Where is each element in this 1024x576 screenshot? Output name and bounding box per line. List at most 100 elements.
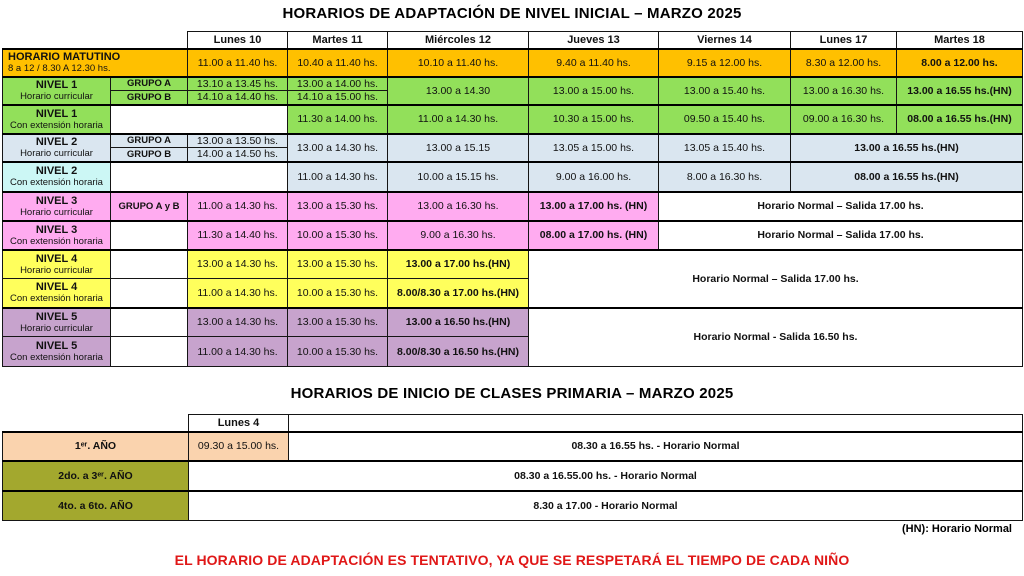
adaptacion-title: HORARIOS DE ADAPTACIÓN DE NIVEL INICIAL … <box>282 5 742 22</box>
nivel2-ext-label-main: NIVEL 2 <box>35 165 78 177</box>
nivel3-ext-row: NIVEL 3 Con extensión horaria 11.30 a 14… <box>2 219 1023 250</box>
nivel5-empty <box>110 306 188 337</box>
nivel3-label-sub: Horario curricular <box>20 206 93 218</box>
nivel3-ext-jueves13: 08.00 a 17.00 hs. (HN) <box>528 219 659 250</box>
primaria-2do3er-row: 2do. a 3ᵉʳ. AÑO 08.30 a 16.55.00 hs. - H… <box>2 459 1023 491</box>
primaria-4to6to-row: 4to. a 6to. AÑO 8.30 a 17.00 - Horario N… <box>2 489 1023 521</box>
primaria-4to6to-horario: 8.30 a 17.00 - Horario Normal <box>188 489 1023 521</box>
tentativo-note: EL HORARIO DE ADAPTACIÓN ES TENTATIVO, Y… <box>174 552 850 568</box>
nivel1-grupoB-martes11: 14.10 a 15.00 hs. <box>287 90 388 105</box>
nivel1-viernes14: 13.00 a 15.40 hs. <box>658 75 791 105</box>
hn-legend: (HN): Horario Normal <box>901 523 1012 535</box>
nivel2-grupoB-label: GRUPO B <box>110 147 188 162</box>
nivel5-martes11: 13.00 a 15.30 hs. <box>287 306 388 337</box>
primaria-1er-label: 1ᵉʳ. AÑO <box>2 430 189 461</box>
nivel2-ext-jueves13: 9.00 a 16.00 hs. <box>528 160 659 192</box>
nivel3-ext-empty <box>110 219 188 250</box>
nivel1-ext-martes11: 11.30 a 14.00 hs. <box>287 103 388 134</box>
matutino-label-sub: 8 a 12 / 8.30 A 12.30 hs. <box>8 63 111 74</box>
nivel4-horario-normal: Horario Normal – Salida 17.00 hs. <box>528 248 1023 308</box>
nivel3-martes11: 13.00 a 15.30 hs. <box>287 190 388 221</box>
matutino-martes18: 8.00 a 12.00 hs. <box>896 47 1023 77</box>
nivel3-ext-horario-normal: Horario Normal – Salida 17.00 hs. <box>658 219 1023 250</box>
nivel2-ext-label: NIVEL 2 Con extensión horaria <box>2 160 111 192</box>
day-header-martes11: Martes 11 <box>287 31 388 49</box>
primaria-header-spacer <box>3 415 189 432</box>
nivel1-grupoA-lunes10: 13.10 a 13.45 hs. <box>187 75 288 91</box>
primaria-title: HORARIOS DE INICIO DE CLASES PRIMARIA – … <box>290 385 734 402</box>
matutino-lunes10: 11.00 a 11.40 hs. <box>187 47 288 77</box>
nivel3-label: NIVEL 3 Horario curricular <box>2 190 111 221</box>
nivel3-label-main: NIVEL 3 <box>35 194 78 207</box>
nivel4-ext-label-main: NIVEL 4 <box>35 281 78 294</box>
nivel4-ext-martes11: 10.00 a 15.30 hs. <box>287 278 388 308</box>
nivel1-jueves13: 13.00 a 15.00 hs. <box>528 75 659 105</box>
matutino-label: HORARIO MATUTINO 8 a 12 / 8.30 A 12.30 h… <box>2 47 188 77</box>
nivel3-jueves13: 13.00 a 17.00 hs. (HN) <box>528 190 659 221</box>
primaria-2do3er-label: 2do. a 3ᵉʳ. AÑO <box>2 459 189 491</box>
nivel5-ext-miercoles12: 8.00/8.30 a 16.50 hs.(HN) <box>387 336 529 367</box>
nivel4-label: NIVEL 4 Horario curricular <box>2 248 111 279</box>
matutino-lunes17: 8.30 a 12.00 hs. <box>790 47 897 77</box>
nivel2-label-main: NIVEL 2 <box>35 136 78 148</box>
nivel3-row: NIVEL 3 Horario curricular GRUPO A y B 1… <box>2 190 1023 221</box>
nivel3-ext-lunes10: 11.30 a 14.40 hs. <box>187 219 288 250</box>
nivel1-lunes17: 13.00 a 16.30 hs. <box>790 75 897 105</box>
nivel1-ext-martes18: 08.00 a 16.55 hs.(HN) <box>896 103 1023 134</box>
nivel1-ext-label-main: NIVEL 1 <box>35 107 78 120</box>
nivel2-jueves13: 13.05 a 15.00 hs. <box>528 132 659 162</box>
nivel5-row: NIVEL 5 Horario curricular 13.00 a 14.30… <box>2 306 1023 367</box>
nivel1-martes18: 13.00 a 16.55 hs.(HN) <box>896 75 1023 105</box>
nivel2-grupoB-lunes10: 14.00 a 14.50 hs. <box>187 147 288 162</box>
nivel3-grupo-label: GRUPO A y B <box>110 190 188 221</box>
nivel1-ext-lunes17: 09.00 a 16.30 hs. <box>790 103 897 134</box>
nivel4-ext-row: NIVEL 4 Con extensión horaria 11.00 a 14… <box>2 278 1023 308</box>
nivel2-grupoA-lunes10: 13.00 a 13.50 hs. <box>187 132 288 148</box>
matutino-row: HORARIO MATUTINO 8 a 12 / 8.30 A 12.30 h… <box>2 47 1023 77</box>
primaria-4to6to-label: 4to. a 6to. AÑO <box>2 489 189 521</box>
nivel5-horario-normal: Horario Normal - Salida 16.50 hs. <box>528 306 1023 367</box>
primaria-1er-row: 1ᵉʳ. AÑO 09.30 a 15.00 hs. 08.30 a 16.55… <box>2 430 1023 461</box>
nivel1-grupoB-lunes10: 14.10 a 14.40 hs. <box>187 90 288 105</box>
nivel1-ext-miercoles12: 11.00 a 14.30 hs. <box>387 103 529 134</box>
matutino-viernes14: 9.15 a 12.00 hs. <box>658 47 791 77</box>
nivel1-ext-empty <box>110 103 288 134</box>
nivel1-ext-row: NIVEL 1 Con extensión horaria 11.30 a 14… <box>2 103 1023 134</box>
day-header-martes18: Martes 18 <box>896 31 1023 49</box>
nivel1-ext-jueves13: 10.30 a 15.00 hs. <box>528 103 659 134</box>
matutino-miercoles12: 10.10 a 11.40 hs. <box>387 47 529 77</box>
nivel2-lunes17-martes18: 13.00 a 16.55 hs.(HN) <box>790 132 1023 162</box>
nivel5-ext-label: NIVEL 5 Con extensión horaria <box>2 336 111 367</box>
nivel1-grupoA-row: NIVEL 1 Horario curricular GRUPO A 13.10… <box>2 75 1023 105</box>
nivel5-label-main: NIVEL 5 <box>35 310 78 323</box>
day-header-lunes17: Lunes 17 <box>790 31 897 49</box>
nivel1-ext-label: NIVEL 1 Con extensión horaria <box>2 103 111 134</box>
nivel5-miercoles12: 13.00 a 16.50 hs.(HN) <box>387 306 529 337</box>
matutino-jueves13: 9.40 a 11.40 hs. <box>528 47 659 77</box>
nivel4-label-main: NIVEL 4 <box>35 252 78 265</box>
nivel1-grupoB-label: GRUPO B <box>110 90 188 105</box>
nivel2-viernes14: 13.05 a 15.40 hs. <box>658 132 791 162</box>
nivel4-row: NIVEL 4 Horario curricular 13.00 a 14.30… <box>2 248 1023 308</box>
adaptacion-table: Lunes 10 Martes 11 Miércoles 12 Jueves 1… <box>2 31 1023 367</box>
nivel5-ext-label-sub: Con extensión horaria <box>10 352 103 363</box>
nivel2-miercoles12: 13.00 a 15.15 <box>387 132 529 162</box>
nivel2-label: NIVEL 2 Horario curricular <box>2 132 111 162</box>
nivel3-ext-label-sub: Con extensión horaria <box>10 235 103 247</box>
nivel4-ext-miercoles12: 8.00/8.30 a 17.00 hs.(HN) <box>387 278 529 308</box>
nivel3-ext-label: NIVEL 3 Con extensión horaria <box>2 219 111 250</box>
nivel4-miercoles12: 13.00 a 17.00 hs.(HN) <box>387 248 529 279</box>
nivel4-ext-empty <box>110 278 188 308</box>
nivel2-ext-row: NIVEL 2 Con extensión horaria 11.00 a 14… <box>2 160 1023 192</box>
primaria-2do3er-horario: 08.30 a 16.55.00 hs. - Horario Normal <box>188 459 1023 491</box>
nivel2-martes11: 13.00 a 14.30 hs. <box>287 132 388 162</box>
nivel4-ext-label: NIVEL 4 Con extensión horaria <box>2 278 111 308</box>
nivel5-label-sub: Horario curricular <box>20 322 93 334</box>
nivel4-ext-label-sub: Con extensión horaria <box>10 293 103 305</box>
nivel3-horario-normal: Horario Normal – Salida 17.00 hs. <box>658 190 1023 221</box>
nivel2-grupoA-label: GRUPO A <box>110 132 188 148</box>
day-header-miercoles12: Miércoles 12 <box>387 31 529 49</box>
nivel1-grupoA-label: GRUPO A <box>110 75 188 91</box>
nivel2-ext-empty <box>110 160 288 192</box>
